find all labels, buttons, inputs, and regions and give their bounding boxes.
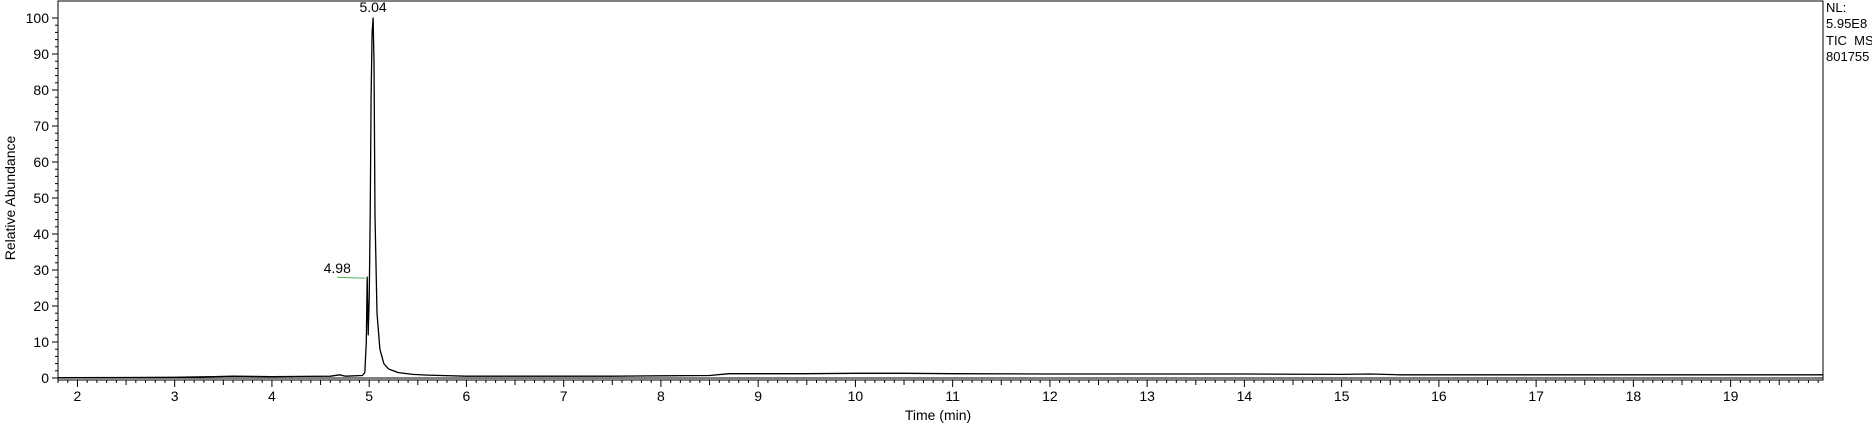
axis-ticks: [52, 17, 1823, 387]
x-tick-label: 9: [754, 388, 762, 404]
x-tick-label: 4: [268, 388, 276, 404]
y-tick-label: 30: [33, 262, 49, 278]
x-tick-label: 10: [848, 388, 864, 404]
x-tick-label: 19: [1723, 388, 1739, 404]
x-axis-title: Time (min): [905, 407, 971, 423]
x-tick-label: 2: [74, 388, 82, 404]
tic-trace-line: [57, 17, 1823, 379]
y-tick-label: 60: [33, 154, 49, 170]
x-tick-label: 18: [1626, 388, 1642, 404]
y-tick-label: 20: [33, 298, 49, 314]
trace-name: TIC MS: [1826, 33, 1872, 48]
y-tick-label: 40: [33, 226, 49, 242]
x-tick-label: 5: [365, 388, 373, 404]
y-tick-label: 90: [33, 46, 49, 62]
peak-label: 5.04: [359, 0, 386, 15]
plot-frame: [57, 0, 1824, 381]
y-tick-label: 0: [41, 370, 49, 386]
x-tick-label: 8: [657, 388, 665, 404]
x-tick-label: 12: [1042, 388, 1058, 404]
file-id: 801755: [1826, 49, 1869, 64]
y-tick-label: 10: [33, 334, 49, 350]
peak-marker: [337, 276, 366, 279]
label-layer: 2 3 4 5 6 7 8 9 10 11 12 13 14 15 16 17 18 19 0 10 20 30 40 50 6…: [26, 0, 1739, 404]
y-axis-title: Relative Abundance: [2, 136, 18, 261]
y-tick-label: 50: [33, 190, 49, 206]
x-tick-label: 16: [1431, 388, 1447, 404]
x-tick-label: 11: [945, 388, 960, 404]
x-tick-label: 14: [1237, 388, 1253, 404]
x-tick-label: 3: [171, 388, 179, 404]
trace-layer: [57, 17, 1823, 379]
peak-label: 4.98: [324, 260, 351, 276]
x-tick-label: 15: [1334, 388, 1350, 404]
y-tick-label: 80: [33, 82, 49, 98]
y-tick-label: 100: [26, 10, 50, 26]
y-tick-label: 70: [33, 118, 49, 134]
x-tick-label: 17: [1528, 388, 1544, 404]
x-tick-label: 7: [560, 388, 568, 404]
nl-label: NL:: [1826, 0, 1846, 15]
x-tick-label: 6: [463, 388, 471, 404]
info-panel: NL: 5.95E8 TIC MS 801755: [1826, 0, 1872, 64]
nl-value: 5.95E8: [1826, 16, 1867, 31]
x-tick-label: 13: [1139, 388, 1155, 404]
